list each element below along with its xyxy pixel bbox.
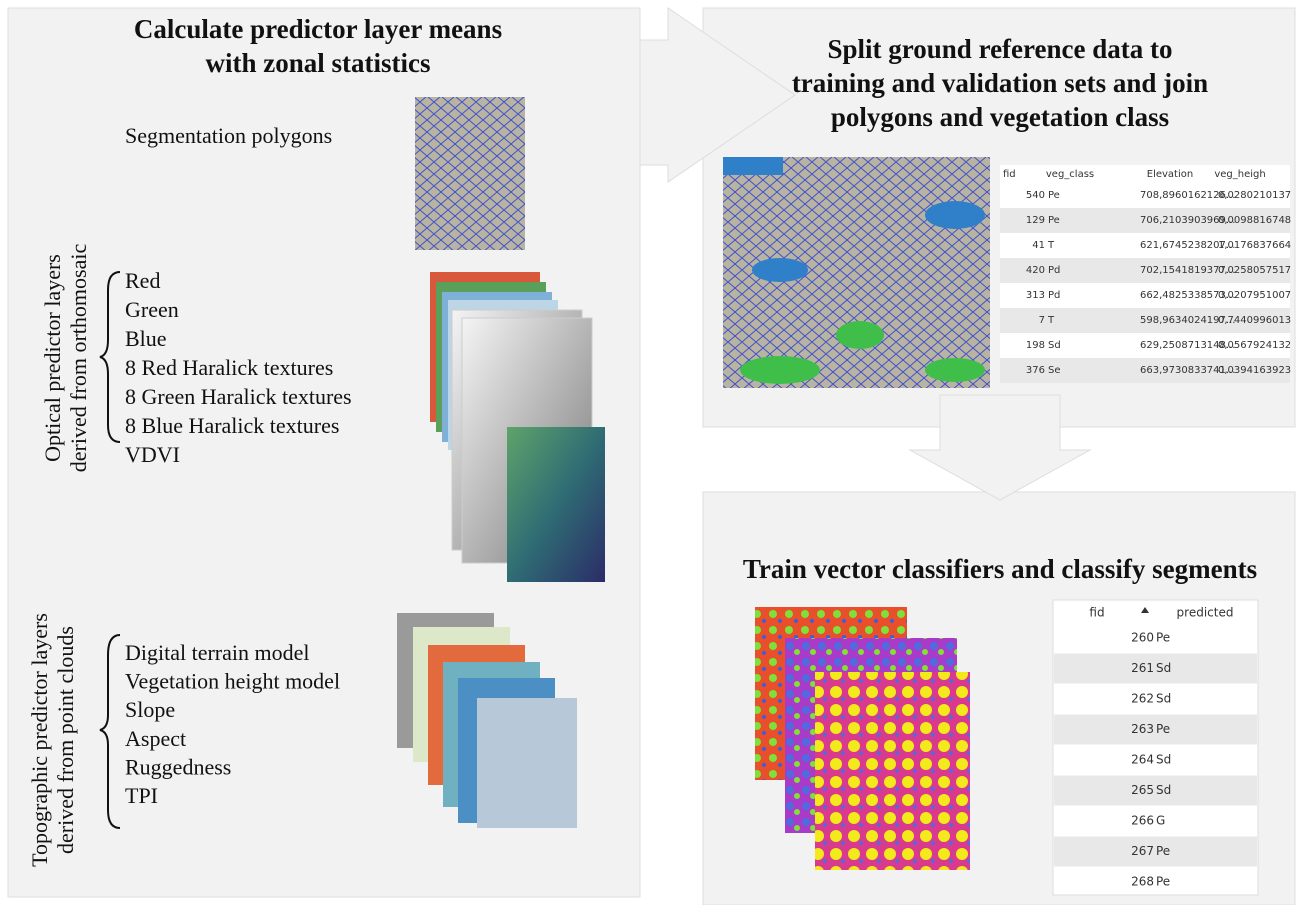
reference-map — [723, 157, 990, 388]
layer-item: Aspect — [125, 726, 186, 751]
table-cell: Sd — [1048, 340, 1061, 351]
table-cell: Pe — [1156, 875, 1170, 889]
table-cell: 265 — [1131, 783, 1154, 797]
table-cell: Sd — [1156, 753, 1171, 767]
optical-stack — [430, 272, 605, 582]
table-cell: 1,0176837664 — [1218, 240, 1291, 251]
classified-stack — [755, 607, 970, 870]
image-label: Segmentation polygons — [125, 123, 332, 148]
panel-title: polygons and vegetation class — [831, 102, 1169, 132]
table-cell: Sd — [1156, 783, 1171, 797]
column-header: veg_heigh — [1214, 169, 1265, 180]
table-cell: 7 — [1039, 315, 1045, 326]
table-cell: 268 — [1131, 875, 1154, 889]
table-cell: 266 — [1131, 814, 1154, 828]
table-cell: 263 — [1131, 722, 1154, 736]
table-cell: Pe — [1156, 844, 1170, 858]
table-cell: T — [1047, 240, 1055, 251]
table-cell: Pd — [1048, 265, 1060, 276]
panel-title: training and validation sets and join — [792, 68, 1208, 98]
table-cell: G — [1156, 814, 1165, 828]
column-header: Elevation — [1147, 169, 1193, 180]
table-cell: 261 — [1131, 661, 1154, 675]
layer-item: VDVI — [125, 442, 180, 467]
layer-item: Vegetation height model — [125, 669, 340, 694]
table-cell: 260 — [1131, 631, 1154, 645]
panel-title: Train vector classifiers and classify se… — [743, 554, 1257, 584]
table-cell: 262 — [1131, 692, 1154, 706]
page: Calculate predictor layer means with zona… — [0, 0, 1298, 905]
table-cell: 0,0207951007 — [1218, 290, 1291, 301]
segmentation-image — [415, 97, 525, 250]
table-cell: Se — [1048, 365, 1061, 376]
layer-item: 8 Blue Haralick textures — [125, 413, 339, 438]
table-cell: 129 — [1026, 215, 1045, 226]
column-header: fid — [1003, 169, 1016, 180]
table-cell: Sd — [1156, 661, 1171, 675]
table-cell: T — [1047, 315, 1055, 326]
table-cell: Pe — [1156, 631, 1170, 645]
layer-item: 8 Red Haralick textures — [125, 355, 333, 380]
table-cell: 0,0280210137 — [1218, 190, 1291, 201]
table-cell: Pe — [1048, 190, 1060, 201]
layer-item: Red — [125, 268, 160, 293]
table-cell: 0,0098816748 — [1218, 215, 1291, 226]
layer-item: Blue — [125, 326, 167, 351]
group-label: derived from orthomosaic — [66, 244, 91, 473]
table-cell: 313 — [1026, 290, 1045, 301]
layer-item: TPI — [125, 783, 158, 808]
layer-item: Green — [125, 297, 179, 322]
table-cell: 267 — [1131, 844, 1154, 858]
table-cell: 198 — [1026, 340, 1045, 351]
table-cell: 540 — [1026, 190, 1045, 201]
layer-item: Ruggedness — [125, 754, 231, 779]
layer-item: Slope — [125, 697, 175, 722]
table-cell: Pe — [1048, 215, 1060, 226]
table-cell: Sd — [1156, 692, 1171, 706]
table-cell: 376 — [1026, 365, 1045, 376]
panel-title: Calculate predictor layer means — [134, 14, 502, 44]
table-cell: 41 — [1032, 240, 1045, 251]
layer-item: Digital terrain model — [125, 640, 310, 665]
column-header: predicted — [1177, 606, 1234, 620]
table-cell: 0,0258057517 — [1218, 265, 1291, 276]
panel-title: with zonal statistics — [206, 48, 431, 78]
figure: Calculate predictor layer means with zona… — [0, 0, 1298, 905]
layer-item: 8 Green Haralick textures — [125, 384, 352, 409]
table-cell: 420 — [1026, 265, 1045, 276]
table-cell: 0,0394163923 — [1218, 365, 1291, 376]
table-cell: Pe — [1156, 722, 1170, 736]
group-label: Optical predictor layers — [40, 254, 65, 462]
table-cell: 264 — [1131, 753, 1154, 767]
group-label: Topographic predictor layers — [27, 613, 52, 867]
group-label: derived from point clouds — [53, 626, 78, 854]
panel-title: Split ground reference data to — [828, 34, 1173, 64]
column-header: fid — [1089, 606, 1104, 620]
table-cell: Pd — [1048, 290, 1060, 301]
column-header: veg_class — [1046, 169, 1094, 180]
table-cell: 0,7440996013 — [1218, 315, 1291, 326]
table-cell: 0,0567924132 — [1218, 340, 1291, 351]
